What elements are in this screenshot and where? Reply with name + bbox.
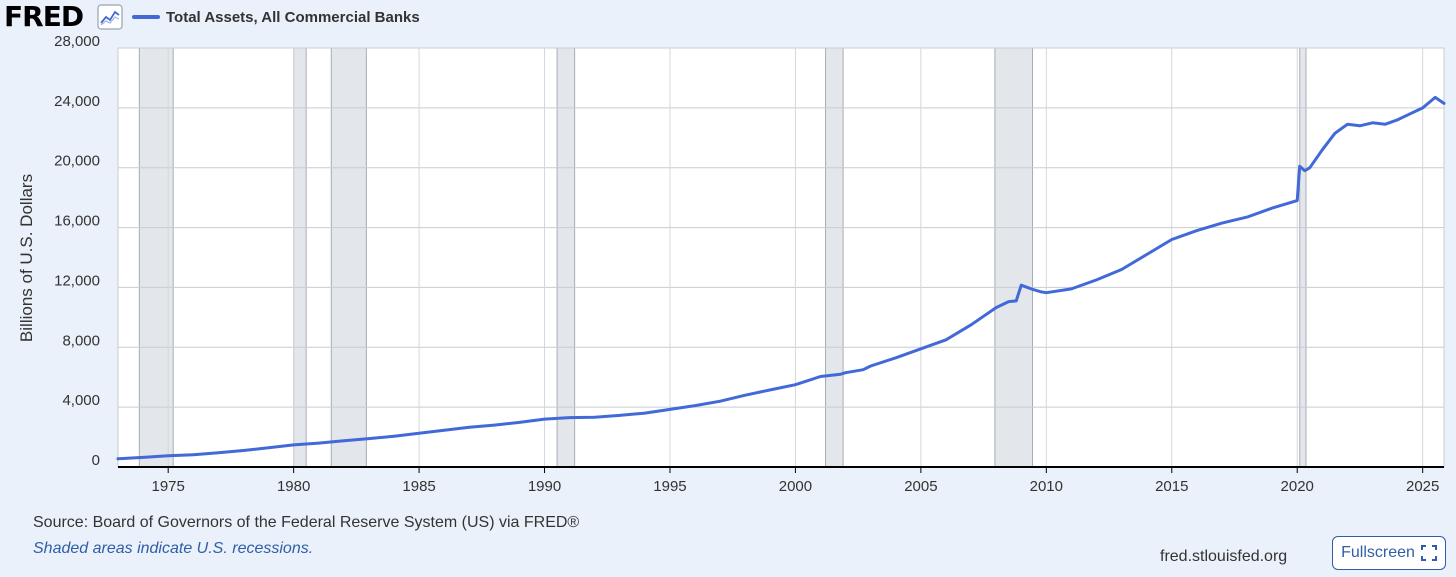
line-chart: 0 4,000 8,000 12,000 16,000 20,000 24,000 28,00… — [17, 33, 1446, 495]
y-tick-label: 8,000 — [62, 332, 100, 349]
y-tick-label: 0 — [92, 452, 100, 469]
legend-series-label: Total Assets, All Commercial Banks — [166, 8, 420, 26]
series-line-0[interactable] — [116, 95, 1446, 461]
x-tick-label: 1995 — [653, 478, 686, 495]
site-link[interactable]: fred.stlouisfed.org — [1160, 548, 1288, 565]
recession-band-5 — [994, 47, 1034, 468]
recession-note: Shaded areas indicate U.S. recessions. — [33, 540, 314, 557]
recession-band-2 — [330, 47, 367, 468]
y-tick-label: 16,000 — [54, 213, 100, 230]
x-tick-label: 2010 — [1030, 478, 1063, 495]
x-tick-label: 1975 — [151, 478, 184, 495]
line-chart-icon — [97, 4, 123, 30]
recession-shading — [138, 47, 1307, 468]
y-tick-label: 28,000 — [54, 33, 100, 50]
legend-swatch — [132, 15, 160, 19]
x-tick-label: 2020 — [1281, 478, 1314, 495]
y-tick-label: 20,000 — [54, 153, 100, 170]
x-tick-label: 2015 — [1155, 478, 1188, 495]
fred-logo[interactable]: FRED — [4, 0, 84, 33]
x-tick-label: 1980 — [277, 478, 310, 495]
chart-header: FRED Total Assets, All Commercial Banks — [0, 0, 1456, 36]
y-tick-label: 12,000 — [54, 272, 100, 289]
y-tick-label: 24,000 — [54, 93, 100, 110]
plot-background — [118, 48, 1444, 468]
x-tick-label: 1985 — [402, 478, 435, 495]
y-axis-title: Billions of U.S. Dollars — [17, 174, 36, 342]
fullscreen-button[interactable]: Fullscreen — [1332, 536, 1446, 570]
y-tick-label: 4,000 — [62, 392, 100, 409]
x-tick-label: 2005 — [904, 478, 937, 495]
recession-band-6 — [1299, 47, 1307, 468]
y-axis-ticks: 0 4,000 8,000 12,000 16,000 20,000 24,000 28,00… — [54, 33, 100, 469]
source-note: Source: Board of Governors of the Federa… — [33, 514, 580, 531]
fullscreen-label: Fullscreen — [1341, 544, 1415, 561]
recession-band-3 — [556, 47, 576, 468]
expand-corners-icon — [1420, 545, 1437, 561]
recession-band-4 — [825, 47, 844, 468]
x-tick-label: 2000 — [779, 478, 812, 495]
x-tick-label: 2025 — [1406, 478, 1439, 495]
recession-band-1 — [293, 47, 307, 468]
x-axis-ticks: 1975 1980 1985 1990 1995 2000 2005 2010 2015 2020… — [151, 467, 1439, 495]
grid-lines — [117, 47, 1445, 467]
x-tick-label: 1990 — [528, 478, 561, 495]
series-group — [116, 95, 1446, 461]
legend[interactable]: Total Assets, All Commercial Banks — [132, 6, 420, 28]
